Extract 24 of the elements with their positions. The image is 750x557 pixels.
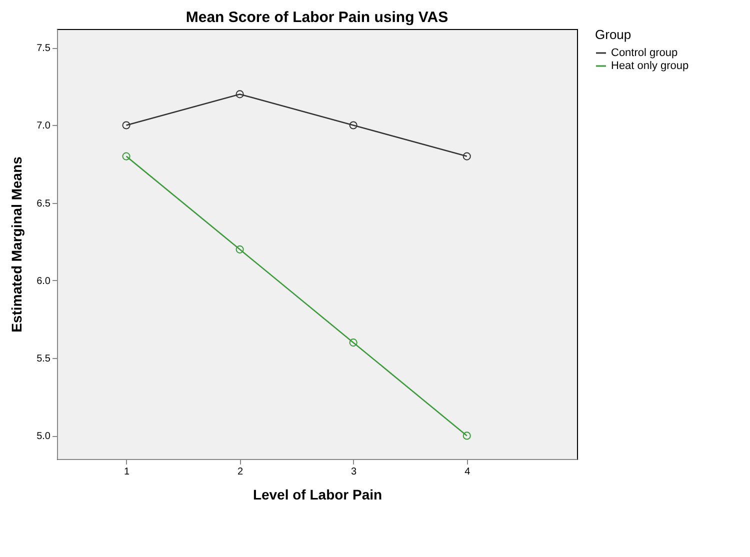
x-tick-label: 1 <box>124 466 130 478</box>
point <box>462 432 471 440</box>
y-tick-label: 6.5 <box>36 198 51 210</box>
point <box>349 121 358 130</box>
chart-title: Mean Score of Labor Pain using VAS <box>186 9 448 26</box>
point <box>236 245 244 254</box>
point <box>122 152 130 160</box>
point <box>122 121 130 130</box>
y-tick-label: 5.0 <box>36 431 51 442</box>
y-tick-label: 6.0 <box>36 276 51 287</box>
x-axis-title: Level of Labor Pain <box>252 486 382 502</box>
legend-label: Heat only group <box>611 60 689 72</box>
y-tick-label: 5.5 <box>36 354 51 365</box>
y-tick-label: 7.0 <box>36 120 51 132</box>
legend-title: Group <box>595 27 632 42</box>
x-tick-label: 4 <box>464 466 471 478</box>
legend-label: Control group <box>611 47 678 59</box>
x-tick-label: 2 <box>238 466 244 478</box>
point <box>349 338 358 347</box>
y-axis-title: Estimated Marginal Means <box>8 156 25 332</box>
y-tick-label: 7.5 <box>36 43 51 54</box>
x-tick-label: 3 <box>351 466 358 478</box>
point <box>236 90 244 98</box>
point <box>462 152 471 160</box>
